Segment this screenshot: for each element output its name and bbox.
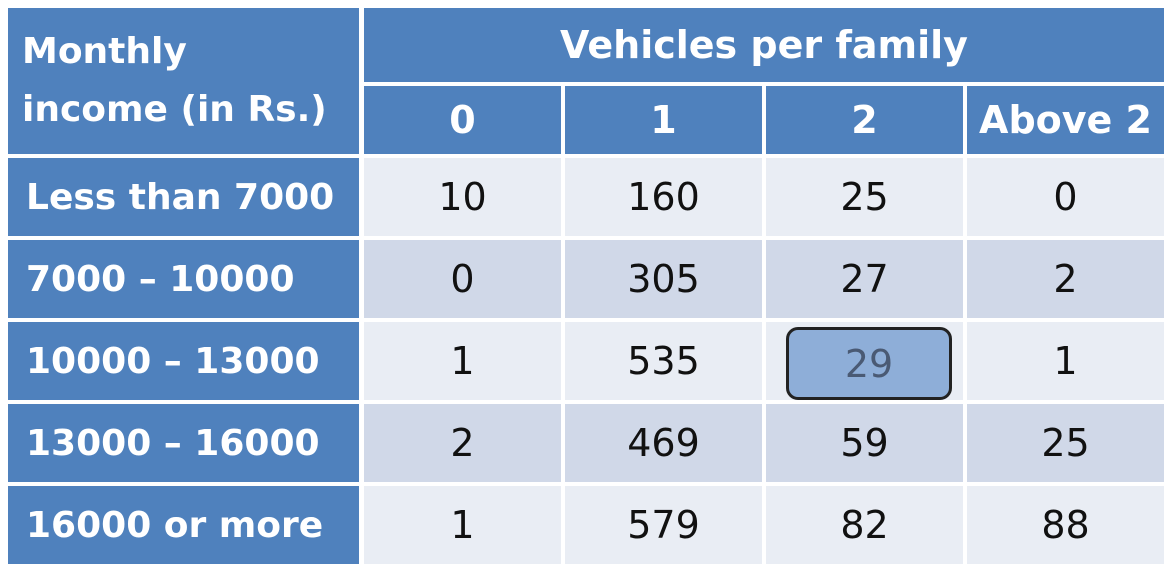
table-cell: 2 [967,240,1164,318]
table-cell: 27 [766,240,963,318]
table-cell: 579 [565,486,762,564]
row-header-16000-or-more: 16000 or more [8,486,359,564]
table-cell: 0 [364,240,561,318]
column-header-above-2: Above 2 [967,86,1164,154]
table-cell: 88 [967,486,1164,564]
row-header-7000-10000: 7000 – 10000 [8,240,359,318]
row-header-13000-16000: 13000 – 16000 [8,404,359,482]
row-header-less-than-7000: Less than 7000 [8,158,359,236]
row-header-10000-13000: 10000 – 13000 [8,322,359,400]
table-cell: 10 [364,158,561,236]
table-cell: 1 [364,322,561,400]
corner-header-line1: Monthly [22,31,187,72]
table-cell: 2 [364,404,561,482]
group-header: Vehicles per family [364,8,1164,82]
table-cell: 1 [967,322,1164,400]
table-cell: 1 [364,486,561,564]
corner-header: Monthly income (in Rs.) [8,8,359,154]
table-cell: 305 [565,240,762,318]
table-cell: 25 [766,158,963,236]
column-header-1: 1 [565,86,762,154]
table-cell: 0 [967,158,1164,236]
table-cell: 82 [766,486,963,564]
column-header-2: 2 [766,86,963,154]
table-cell: 59 [766,404,963,482]
highlighted-cell: 29 [786,327,952,400]
table-cell: 160 [565,158,762,236]
table-cell: 25 [967,404,1164,482]
corner-header-line2: income (in Rs.) [22,89,327,130]
table-cell: 535 [565,322,762,400]
column-header-0: 0 [364,86,561,154]
table-cell: 469 [565,404,762,482]
